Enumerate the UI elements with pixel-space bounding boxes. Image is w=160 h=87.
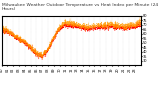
Text: Milwaukee Weather Outdoor Temperature vs Heat Index per Minute (24 Hours): Milwaukee Weather Outdoor Temperature vs… <box>2 3 158 11</box>
